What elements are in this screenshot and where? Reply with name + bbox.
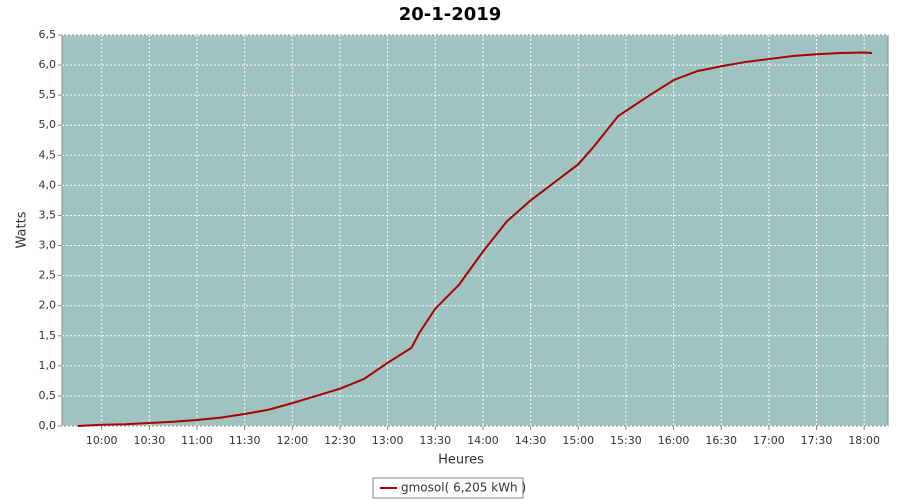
y-tick-label: 0,5 (39, 389, 57, 402)
x-tick-label: 15:00 (562, 434, 594, 447)
y-tick-label: 6,5 (39, 28, 57, 41)
x-tick-label: 14:00 (467, 434, 499, 447)
y-tick-label: 0,0 (39, 419, 57, 432)
x-tick-label: 17:00 (753, 434, 785, 447)
x-tick-label: 12:30 (324, 434, 356, 447)
legend-box (372, 477, 524, 499)
y-tick-label: 2,0 (39, 299, 57, 312)
x-tick-label: 16:30 (705, 434, 737, 447)
y-axis-label: Watts (15, 211, 30, 248)
x-tick-label: 16:00 (658, 434, 690, 447)
x-tick-label: 13:30 (419, 434, 451, 447)
chart-title: 20-1-2019 (399, 4, 502, 25)
y-tick-label: 3,5 (39, 208, 57, 221)
x-tick-label: 12:00 (276, 434, 308, 447)
y-tick-label: 3,0 (39, 239, 57, 252)
x-axis-label: Heures (438, 453, 484, 468)
y-tick-label: 1,0 (39, 359, 57, 372)
x-tick-label: 10:00 (86, 434, 118, 447)
x-tick-label: 14:30 (515, 434, 547, 447)
x-tick-label: 13:00 (372, 434, 404, 447)
data-line (77, 51, 873, 427)
plot-area (61, 34, 889, 427)
x-tick-label: 10:30 (134, 434, 166, 447)
x-tick-label: 18:00 (848, 434, 880, 447)
y-tick-label: 4,0 (39, 178, 57, 191)
x-tick-label: 17:30 (801, 434, 833, 447)
y-tick-label: 2,5 (39, 269, 57, 282)
y-tick-label: 5,5 (39, 88, 57, 101)
legend-label: gmosol( 6,205 kWh ) (401, 481, 526, 495)
y-tick-label: 4,5 (39, 148, 57, 161)
y-tick-label: 6,0 (39, 58, 57, 71)
x-tick-label: 11:00 (181, 434, 213, 447)
x-tick-label: 15:30 (610, 434, 642, 447)
x-tick-label: 11:30 (229, 434, 261, 447)
y-tick-label: 5,0 (39, 118, 57, 131)
y-tick-label: 1,5 (39, 329, 57, 342)
